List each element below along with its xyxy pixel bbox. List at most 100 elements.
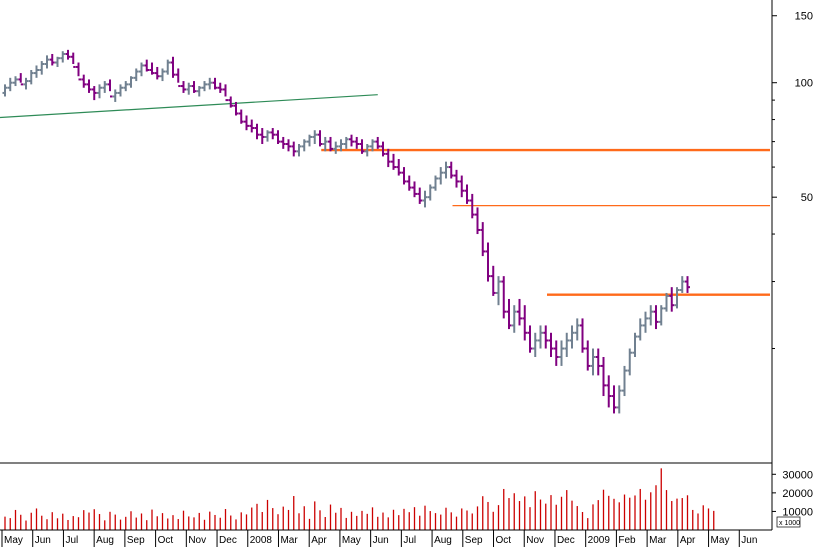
price-bar [207, 77, 213, 90]
month-label: May [4, 535, 23, 546]
price-bar [70, 52, 76, 68]
month-label: Mar [649, 535, 667, 546]
price-bar [317, 130, 323, 147]
price-bar [527, 325, 533, 353]
price-bar [522, 305, 528, 341]
price-bar [459, 175, 465, 198]
price-bar [658, 305, 664, 326]
price-bar [370, 139, 375, 152]
price-bar [18, 73, 24, 86]
volume-tick-label: 20000 [782, 488, 813, 500]
month-label: Dec [557, 535, 575, 546]
time-axis: May Jun Jul Aug Sep Oct Nov Dec 2008 Mar Apr May Jun… [0, 529, 772, 547]
price-bar [275, 130, 281, 144]
volume-unit-box [776, 516, 801, 528]
price-bar [590, 348, 596, 376]
price-bar [616, 385, 622, 414]
price-bar [685, 276, 690, 293]
price-bar [643, 311, 648, 333]
price-bar [212, 77, 218, 90]
price-bar [118, 84, 123, 97]
price-bar [149, 62, 155, 75]
price-bar [86, 79, 92, 93]
price-bar [385, 148, 391, 168]
price-bar [574, 318, 580, 341]
price-bar [664, 292, 669, 312]
price-bar [254, 123, 260, 140]
price-bar [296, 143, 302, 157]
price-bar [517, 298, 522, 326]
price-tick-label: 100 [795, 78, 813, 90]
price-bar [60, 51, 66, 63]
price-axis: 150 100 50 [771, 0, 813, 463]
price-bar [501, 276, 507, 319]
price-bar [76, 62, 81, 81]
price-bar [165, 59, 171, 75]
volume-axis: 30000 20000 10000 x 1000 [771, 463, 813, 530]
month-label: Apr [680, 535, 696, 546]
price-bar [622, 365, 627, 397]
month-label: Nov [188, 535, 206, 546]
price-bar [464, 184, 470, 204]
month-label: Jun [373, 535, 389, 546]
price-bar [349, 134, 354, 147]
price-bar [553, 340, 559, 366]
volume-tick-label: 10000 [782, 506, 813, 518]
price-bar [569, 325, 575, 349]
price-bar [485, 242, 491, 282]
price-bar [291, 141, 297, 157]
price-bar [359, 139, 365, 154]
month-label: May [342, 535, 361, 546]
price-bar [679, 276, 685, 293]
price-bar [65, 49, 71, 60]
month-label: Jul [65, 535, 78, 546]
price-bar [2, 84, 8, 97]
price-bar [13, 76, 18, 87]
price-bar [81, 74, 87, 88]
price-bar [97, 84, 102, 99]
month-label: Oct [496, 535, 512, 546]
price-panel [0, 49, 770, 414]
price-bar [123, 81, 129, 92]
price-bar [160, 68, 165, 82]
price-bar [196, 86, 202, 97]
price-bar [7, 77, 13, 92]
month-label: Aug [434, 535, 452, 546]
price-bar [175, 68, 181, 88]
price-bar [637, 318, 643, 341]
price-bar [611, 385, 617, 414]
price-bar [627, 348, 633, 376]
price-bar [417, 187, 423, 204]
price-bar [223, 84, 228, 102]
price-tick-label: 50 [801, 192, 813, 204]
price-bar [480, 222, 486, 257]
month-label: Feb [618, 535, 636, 546]
price-bar [154, 66, 160, 80]
price-bar [49, 53, 55, 66]
price-bar [133, 68, 139, 82]
price-bar [427, 184, 433, 201]
price-bar [186, 82, 192, 95]
price-bar [354, 136, 360, 149]
month-label: Oct [158, 535, 174, 546]
month-label: Apr [311, 535, 327, 546]
price-bar [217, 82, 223, 93]
month-label: 2009 [588, 535, 611, 546]
price-bar [333, 141, 339, 154]
price-bar [496, 276, 501, 306]
price-bar [343, 136, 349, 149]
price-bar [564, 332, 570, 357]
month-label: 2008 [250, 535, 273, 546]
price-bar [506, 298, 512, 330]
price-bar [191, 81, 197, 93]
price-bar [307, 134, 312, 147]
price-bar [286, 139, 291, 152]
trend-line [0, 94, 378, 119]
month-label: Aug [96, 535, 114, 546]
price-bar [532, 332, 538, 357]
volume-tick-label: 30000 [782, 469, 813, 481]
month-label: Dec [219, 535, 237, 546]
price-bar [538, 325, 543, 349]
price-bars [2, 49, 690, 414]
